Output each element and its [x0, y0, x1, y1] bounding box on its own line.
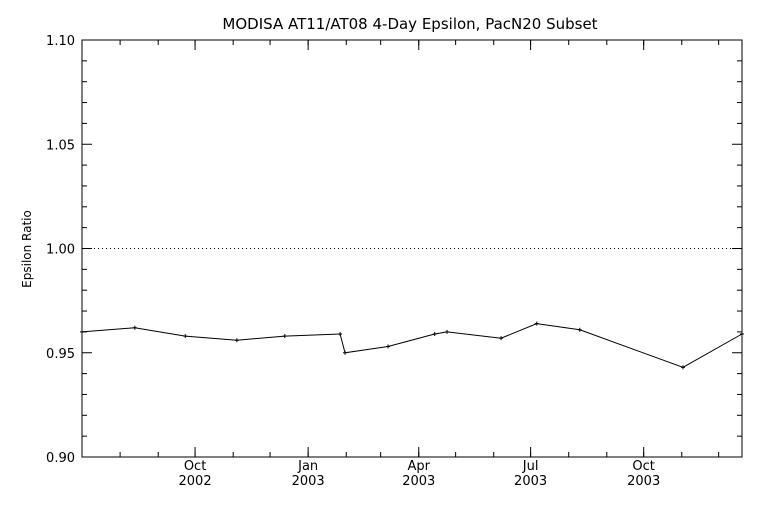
- x-tick-label: Apr: [408, 459, 431, 474]
- y-tick-label: 1.05: [46, 138, 75, 153]
- x-tick-label: Oct: [184, 459, 206, 474]
- data-points: [80, 321, 744, 370]
- x-tick-label: Jul: [522, 459, 539, 474]
- y-tick-label: 1.00: [46, 243, 75, 258]
- y-tick-label: 1.10: [46, 34, 75, 49]
- tick-labels: 0.900.951.001.051.10Oct2002Jan2003Apr200…: [46, 34, 660, 489]
- x-tick-year: 2003: [292, 474, 325, 489]
- chart-title: MODISA AT11/AT08 4-Day Epsilon, PacN20 S…: [222, 15, 597, 33]
- series-line: [81, 323, 743, 368]
- x-tick-label: Jan: [297, 459, 318, 474]
- x-tick-year: 2003: [627, 474, 660, 489]
- plot-frame: [81, 39, 743, 458]
- x-tick-year: 2003: [402, 474, 435, 489]
- axis-ticks: [82, 39, 742, 458]
- x-tick-label: Oct: [632, 459, 654, 474]
- x-tick-year: 2003: [514, 474, 547, 489]
- y-tick-label: 0.95: [46, 347, 75, 362]
- y-axis-label: Epsilon Ratio: [20, 210, 34, 288]
- y-tick-label: 0.90: [46, 451, 75, 466]
- x-tick-year: 2002: [179, 474, 212, 489]
